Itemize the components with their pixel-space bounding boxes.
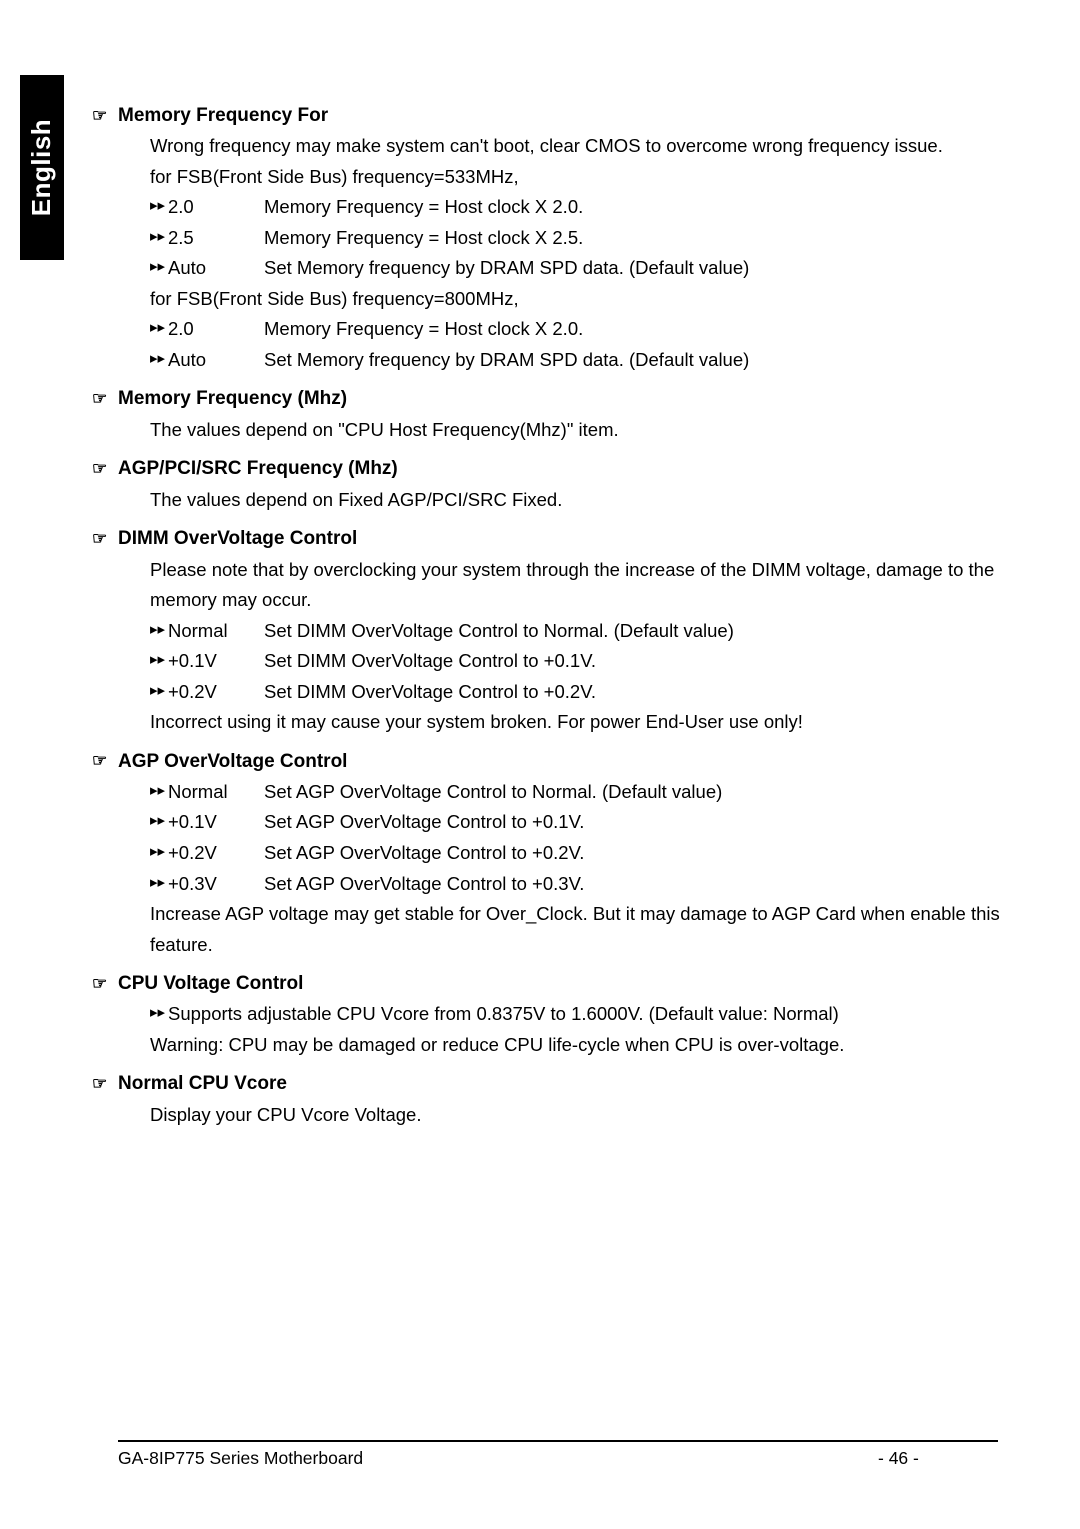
footer-product: GA-8IP775 Series Motherboard: [118, 1448, 878, 1469]
body-text: Incorrect using it may cause your system…: [150, 707, 1023, 738]
option-key: Auto: [168, 345, 264, 376]
arrow-icon: ▸▸: [150, 616, 168, 647]
option-desc: Set AGP OverVoltage Control to +0.3V.: [264, 869, 1023, 900]
option-key: 2.5: [168, 223, 264, 254]
option-desc: Set DIMM OverVoltage Control to +0.1V.: [264, 646, 1023, 677]
hand-icon: ☞: [92, 455, 114, 483]
option-key: +0.2V: [168, 677, 264, 708]
arrow-icon: ▸▸: [150, 314, 168, 345]
option-row: ▸▸+0.2VSet DIMM OverVoltage Control to +…: [150, 677, 1023, 708]
option-row: ▸▸2.5Memory Frequency = Host clock X 2.5…: [150, 223, 1023, 254]
option-desc: Supports adjustable CPU Vcore from 0.837…: [168, 999, 1023, 1030]
option-row: ▸▸+0.3VSet AGP OverVoltage Control to +0…: [150, 869, 1023, 900]
option-row: ▸▸NormalSet AGP OverVoltage Control to N…: [150, 777, 1023, 808]
arrow-icon: ▸▸: [150, 777, 168, 808]
option-desc: Set DIMM OverVoltage Control to Normal. …: [264, 616, 1023, 647]
option-row: ▸▸2.0Memory Frequency = Host clock X 2.0…: [150, 314, 1023, 345]
option-desc: Set AGP OverVoltage Control to +0.2V.: [264, 838, 1023, 869]
option-key: Auto: [168, 253, 264, 284]
section-title-text: DIMM OverVoltage Control: [118, 523, 357, 554]
option-desc: Set DIMM OverVoltage Control to +0.2V.: [264, 677, 1023, 708]
option-key: Normal: [168, 777, 264, 808]
option-key: 2.0: [168, 314, 264, 345]
body-text: Display your CPU Vcore Voltage.: [150, 1100, 1023, 1131]
footer-page-number: - 46 -: [878, 1448, 998, 1469]
option-key: +0.1V: [168, 807, 264, 838]
option-row: ▸▸+0.1VSet DIMM OverVoltage Control to +…: [150, 646, 1023, 677]
body-text: The values depend on "CPU Host Frequency…: [150, 415, 1023, 446]
page-content: ☞Memory Frequency ForWrong frequency may…: [118, 92, 1023, 1130]
section-title-text: CPU Voltage Control: [118, 968, 303, 999]
arrow-icon: ▸▸: [150, 677, 168, 708]
body-text: for FSB(Front Side Bus) frequency=800MHz…: [150, 284, 1023, 315]
section-title: ☞Normal CPU Vcore: [118, 1068, 1023, 1099]
body-text: The values depend on Fixed AGP/PCI/SRC F…: [150, 485, 1023, 516]
option-desc: Memory Frequency = Host clock X 2.0.: [264, 192, 1023, 223]
section-title: ☞Memory Frequency (Mhz): [118, 383, 1023, 414]
language-label: English: [27, 119, 58, 216]
section-title: ☞AGP/PCI/SRC Frequency (Mhz): [118, 453, 1023, 484]
section-title-text: AGP/PCI/SRC Frequency (Mhz): [118, 453, 398, 484]
option-row: ▸▸+0.2VSet AGP OverVoltage Control to +0…: [150, 838, 1023, 869]
arrow-icon: ▸▸: [150, 869, 168, 900]
arrow-icon: ▸▸: [150, 838, 168, 869]
section-title: ☞DIMM OverVoltage Control: [118, 523, 1023, 554]
option-desc: Set AGP OverVoltage Control to Normal. (…: [264, 777, 1023, 808]
option-row: ▸▸+0.1VSet AGP OverVoltage Control to +0…: [150, 807, 1023, 838]
section-title: ☞AGP OverVoltage Control: [118, 746, 1023, 777]
arrow-icon: ▸▸: [150, 807, 168, 838]
body-text: Warning: CPU may be damaged or reduce CP…: [150, 1030, 1023, 1061]
option-row: ▸▸Supports adjustable CPU Vcore from 0.8…: [150, 999, 1023, 1030]
arrow-icon: ▸▸: [150, 999, 168, 1030]
option-row: ▸▸NormalSet DIMM OverVoltage Control to …: [150, 616, 1023, 647]
hand-icon: ☞: [92, 1070, 114, 1098]
section-title: ☞Memory Frequency For: [118, 100, 1023, 131]
body-text: Wrong frequency may make system can't bo…: [150, 131, 1023, 162]
page-footer: GA-8IP775 Series Motherboard - 46 -: [118, 1440, 998, 1469]
hand-icon: ☞: [92, 102, 114, 130]
option-desc: Set Memory frequency by DRAM SPD data. (…: [264, 345, 1023, 376]
section-title-text: Normal CPU Vcore: [118, 1068, 287, 1099]
option-desc: Memory Frequency = Host clock X 2.5.: [264, 223, 1023, 254]
arrow-icon: ▸▸: [150, 223, 168, 254]
option-desc: Set Memory frequency by DRAM SPD data. (…: [264, 253, 1023, 284]
option-key: 2.0: [168, 192, 264, 223]
body-text: for FSB(Front Side Bus) frequency=533MHz…: [150, 162, 1023, 193]
body-text: Please note that by overclocking your sy…: [150, 555, 1023, 616]
option-key: +0.3V: [168, 869, 264, 900]
arrow-icon: ▸▸: [150, 253, 168, 284]
hand-icon: ☞: [92, 970, 114, 998]
arrow-icon: ▸▸: [150, 345, 168, 376]
hand-icon: ☞: [92, 385, 114, 413]
arrow-icon: ▸▸: [150, 646, 168, 677]
section-title-text: Memory Frequency (Mhz): [118, 383, 347, 414]
option-row: ▸▸2.0Memory Frequency = Host clock X 2.0…: [150, 192, 1023, 223]
option-row: ▸▸AutoSet Memory frequency by DRAM SPD d…: [150, 345, 1023, 376]
option-desc: Memory Frequency = Host clock X 2.0.: [264, 314, 1023, 345]
section-title: ☞CPU Voltage Control: [118, 968, 1023, 999]
option-key: Normal: [168, 616, 264, 647]
language-sidebar: English: [20, 75, 64, 260]
section-title-text: AGP OverVoltage Control: [118, 746, 347, 777]
body-text: Increase AGP voltage may get stable for …: [150, 899, 1023, 960]
arrow-icon: ▸▸: [150, 192, 168, 223]
hand-icon: ☞: [92, 747, 114, 775]
hand-icon: ☞: [92, 525, 114, 553]
option-desc: Set AGP OverVoltage Control to +0.1V.: [264, 807, 1023, 838]
option-key: +0.2V: [168, 838, 264, 869]
option-key: +0.1V: [168, 646, 264, 677]
option-row: ▸▸AutoSet Memory frequency by DRAM SPD d…: [150, 253, 1023, 284]
section-title-text: Memory Frequency For: [118, 100, 328, 131]
